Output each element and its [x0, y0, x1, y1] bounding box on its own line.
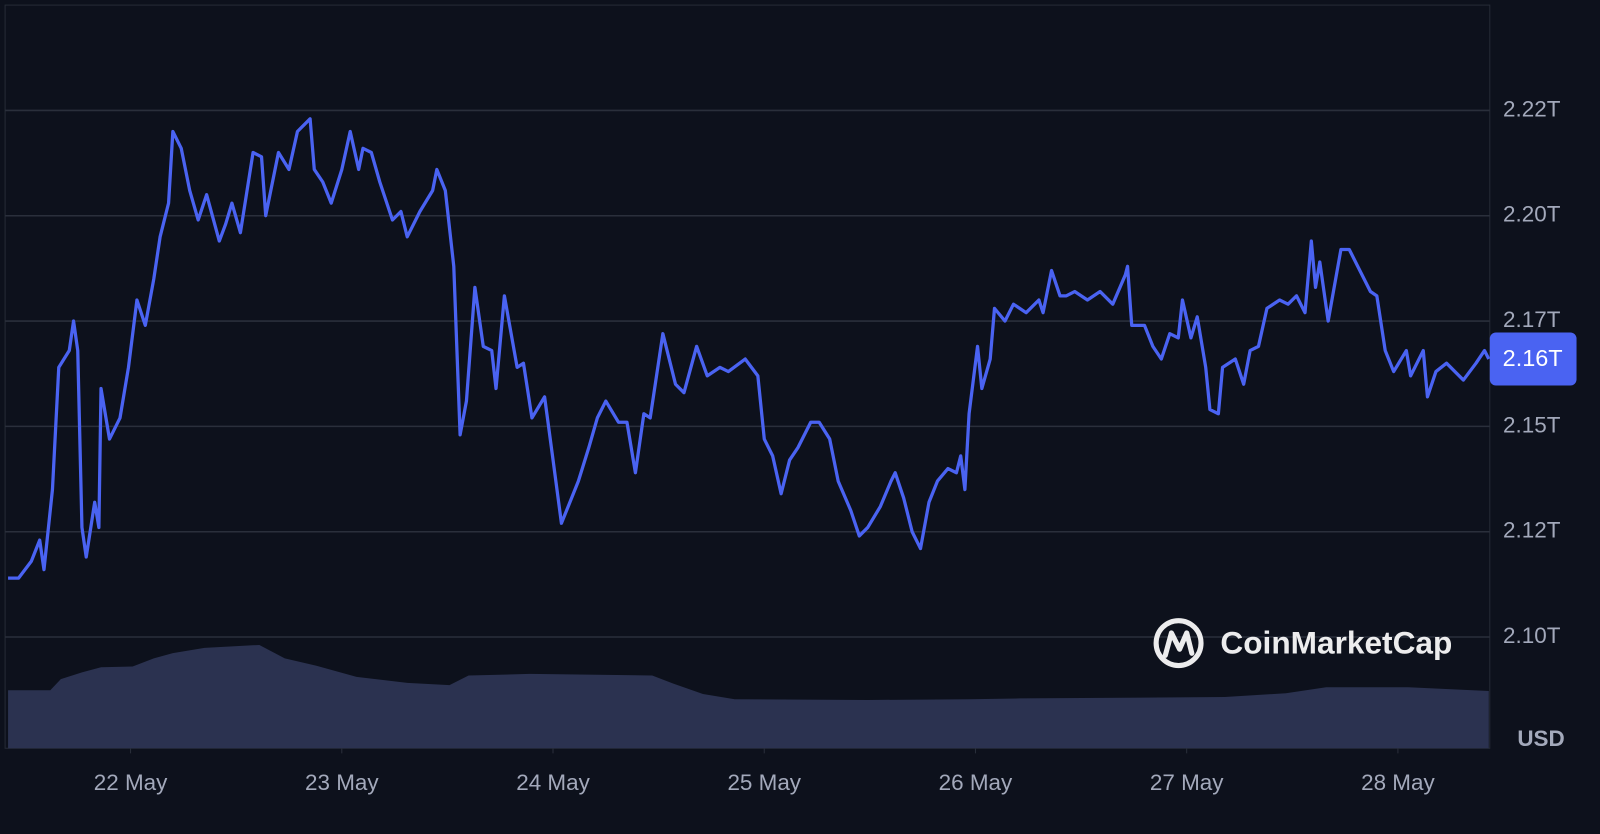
- logo-mark: [1162, 630, 1195, 658]
- y-tick-label: 2.20T: [1503, 202, 1561, 227]
- volume-area: [8, 644, 1489, 749]
- y-unit: USD: [1517, 726, 1564, 751]
- logo-ring: [1153, 618, 1204, 669]
- x-tick-label: 24 May: [516, 770, 590, 795]
- watermark: CoinMarketCap: [1220, 625, 1452, 661]
- x-tick-label: 23 May: [305, 770, 379, 795]
- x-tick-label: 25 May: [727, 770, 801, 795]
- x-tick-label: 26 May: [939, 770, 1013, 795]
- volume-layer: [8, 644, 1489, 749]
- y-tick-label: 2.12T: [1503, 518, 1561, 543]
- y-tick-label: 2.17T: [1503, 307, 1561, 332]
- last-price-label: 2.16T: [1503, 345, 1563, 371]
- y-tick-label: 2.22T: [1503, 96, 1561, 121]
- price-line: [8, 117, 1491, 580]
- x-tick-label: 27 May: [1150, 770, 1224, 795]
- last-price-badge: [1489, 332, 1577, 386]
- y-tick-label: 2.15T: [1503, 412, 1561, 437]
- line-layer: [8, 117, 1491, 580]
- x-tick-label: 22 May: [94, 770, 168, 795]
- x-tick-label: 28 May: [1361, 770, 1435, 795]
- y-tick-label: 2.10T: [1503, 623, 1561, 648]
- text-layer: 2.10T 2.12T 2.15T 2.17T 2.20T 2.22T 22 May 23 M…: [94, 96, 1577, 795]
- grid-layer: [5, 109, 1490, 754]
- watermark-logo: [1153, 618, 1204, 669]
